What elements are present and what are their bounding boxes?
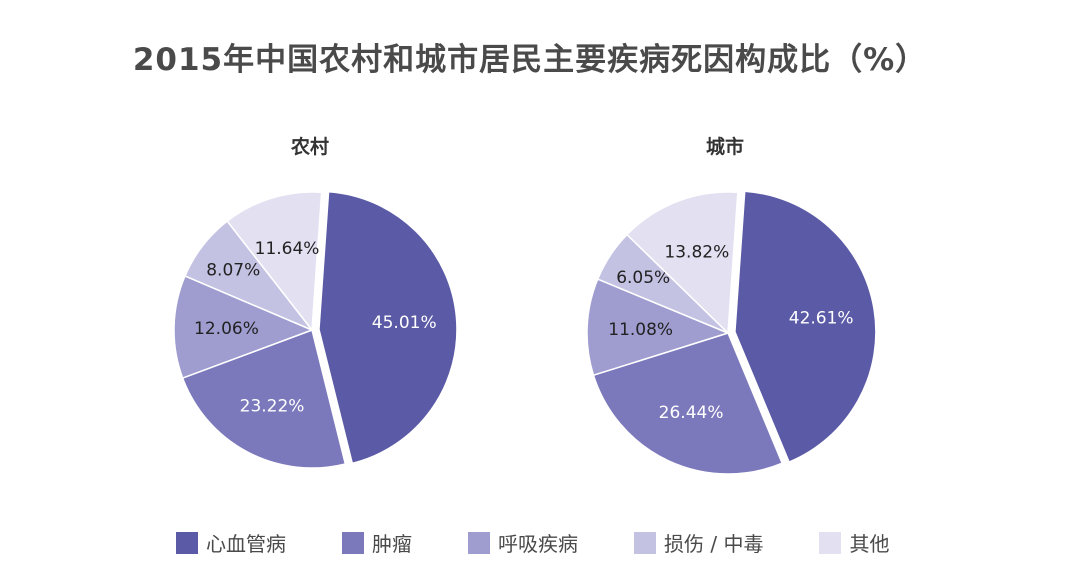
- pie-urban-label-tumor: 26.44%: [659, 403, 724, 423]
- pie-urban-slice-cardiovascular: [734, 190, 877, 464]
- legend-label: 心血管病: [206, 532, 286, 556]
- pie-urban-label-injury: 6.05%: [616, 268, 670, 288]
- pie-rural-label-injury: 8.07%: [206, 260, 260, 280]
- pie-urban-label-cardiovascular: 42.61%: [789, 309, 854, 329]
- legend-item-other: 其他: [819, 528, 889, 557]
- pie-rural-slice-other: [226, 191, 323, 333]
- pie-urban-slice-tumor: [592, 332, 784, 475]
- legend-item-respiratory: 呼吸疾病: [468, 528, 578, 557]
- pie-urban-label-other: 13.82%: [664, 242, 729, 262]
- legend-item-tumor: 肿瘤: [342, 528, 412, 557]
- chart-title: 2015年中国农村和城市居民主要疾病死因构成比（%）: [132, 42, 928, 78]
- pie-rural-slice-respiratory: [173, 274, 315, 380]
- legend-swatch: [176, 531, 198, 554]
- legend-label: 其他: [849, 532, 890, 556]
- pie-urban-slice-other: [625, 191, 739, 335]
- pie-rural-label-respiratory: 12.06%: [194, 319, 259, 339]
- pie-urban-label-respiratory: 11.08%: [608, 320, 673, 340]
- pie-urban-slice-respiratory: [586, 278, 731, 377]
- pie-rural-label-cardiovascular: 45.01%: [372, 313, 437, 333]
- legend: 心血管病 肿瘤 呼吸疾病 损伤 / 中毒 其他: [176, 528, 889, 557]
- legend-swatch: [342, 531, 364, 554]
- pie-title-rural: 农村: [290, 135, 329, 158]
- pie-urban: 42.61% 26.44% 11.08% 6.05% 13.82%: [586, 190, 877, 475]
- pie-rural-slice-cardiovascular: [318, 190, 458, 465]
- legend-swatch: [634, 531, 656, 554]
- pie-rural-label-other: 11.64%: [255, 239, 320, 259]
- legend-swatch: [819, 531, 842, 554]
- legend-item-injury: 损伤 / 中毒: [634, 528, 763, 557]
- legend-label: 呼吸疾病: [498, 532, 578, 556]
- legend-swatch: [468, 531, 490, 554]
- legend-label: 损伤 / 中毒: [664, 532, 764, 556]
- pie-rural-slice-tumor: [181, 329, 347, 469]
- legend-item-cardiovascular: 心血管病: [176, 528, 286, 557]
- pie-title-urban: 城市: [706, 135, 744, 158]
- pie-rural: 45.01% 23.22% 12.06% 8.07%11.64%: [173, 190, 458, 469]
- pie-rural-label-tumor: 23.22%: [240, 397, 305, 417]
- legend-label: 肿瘤: [372, 532, 412, 556]
